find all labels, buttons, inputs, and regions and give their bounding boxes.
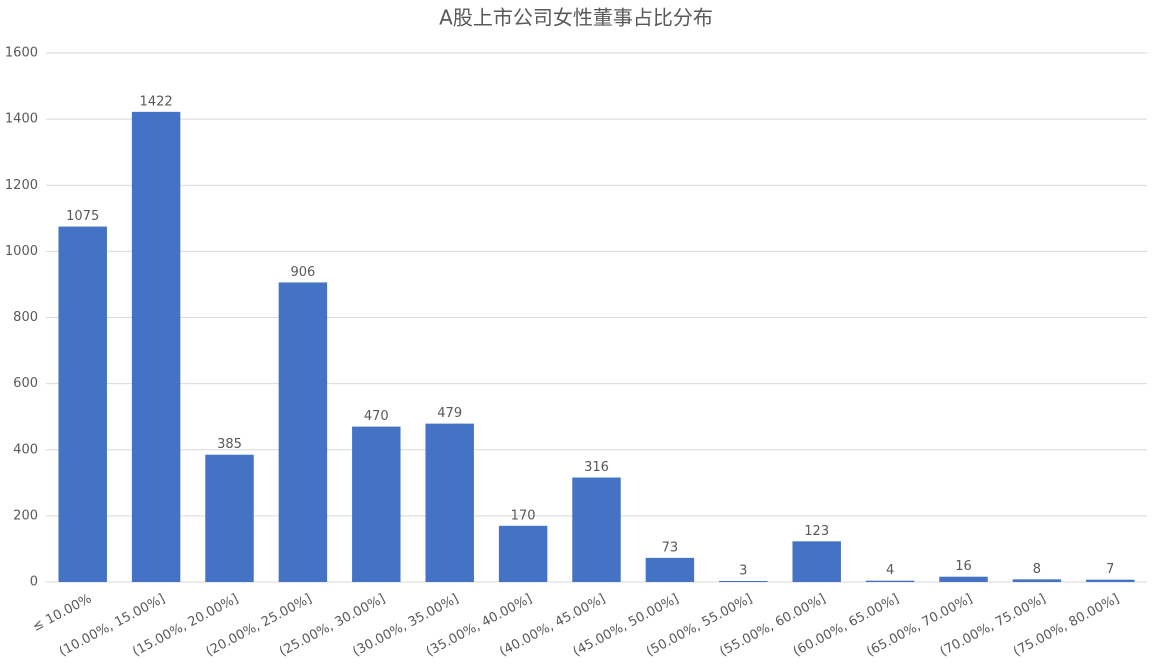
bar (205, 454, 254, 582)
data-label: 73 (662, 540, 679, 555)
data-label: 316 (584, 460, 609, 475)
data-label: 3 (739, 564, 747, 579)
bar (1012, 579, 1062, 582)
y-tick-label: 1400 (5, 112, 38, 127)
data-label: 4 (886, 563, 894, 578)
data-label: 906 (290, 265, 315, 280)
bar (425, 423, 474, 582)
data-label: 1075 (66, 209, 99, 224)
y-tick-label: 1200 (5, 178, 38, 193)
data-label: 170 (511, 508, 536, 523)
data-label: 479 (437, 406, 462, 421)
data-label: 8 (1033, 562, 1041, 577)
data-label: 470 (364, 409, 389, 424)
bar (572, 477, 621, 582)
x-tick-label: ≤ 10.00% (30, 591, 94, 635)
bar (131, 111, 181, 582)
bar (278, 282, 328, 582)
data-label: 1422 (140, 94, 173, 109)
bar (352, 426, 401, 582)
data-label: 123 (804, 524, 829, 539)
bar (498, 525, 548, 582)
y-tick-label: 0 (30, 575, 38, 590)
bar (58, 226, 107, 582)
data-label: 7 (1106, 562, 1114, 577)
bar (792, 541, 841, 582)
y-tick-label: 200 (13, 508, 38, 523)
bar (865, 580, 915, 582)
y-tick-label: 1000 (5, 244, 38, 259)
y-tick-label: 600 (13, 376, 38, 391)
data-label: 385 (217, 437, 242, 452)
data-label: 16 (955, 559, 972, 574)
bar (645, 557, 695, 582)
bar (1086, 579, 1135, 582)
bar (719, 581, 768, 582)
y-tick-label: 400 (13, 442, 38, 457)
y-tick-label: 800 (13, 310, 38, 325)
bar (939, 576, 988, 582)
chart-title: A股上市公司女性董事占比分布 (439, 6, 713, 30)
y-tick-label: 1600 (5, 46, 38, 61)
